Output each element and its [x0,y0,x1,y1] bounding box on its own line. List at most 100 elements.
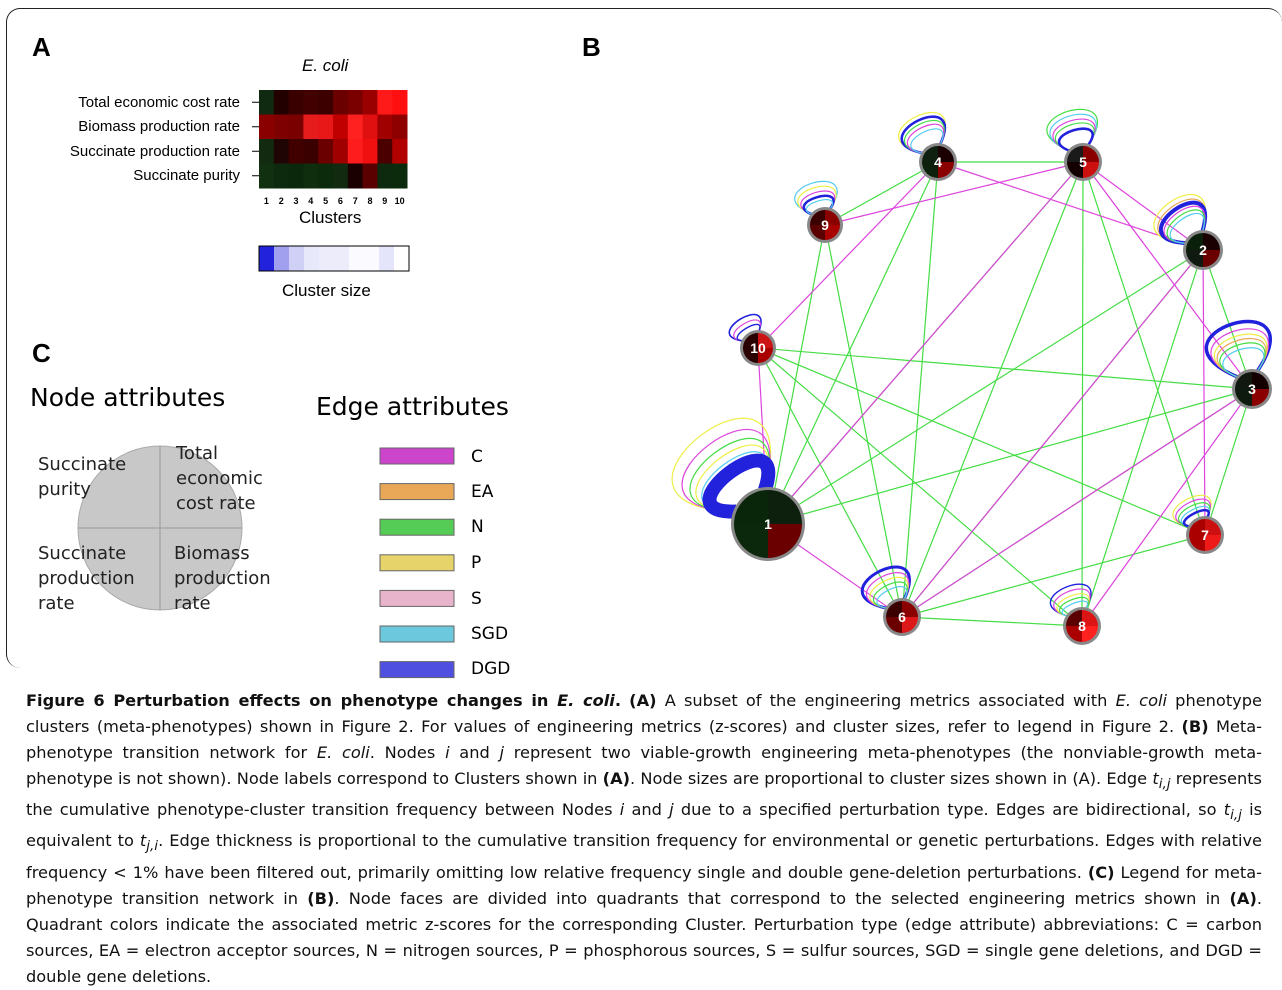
node-label: 8 [1078,618,1086,634]
network-edge [901,161,1084,618]
network-edge [1082,161,1253,390]
edge-legend-label-dgd: DGD [471,659,511,679]
heatmap-cell [362,90,378,115]
caption-b-text-7: is equivalent to [26,800,1263,851]
heatmap-cell [288,114,304,140]
heatmap-cell [333,163,349,189]
self-loop-edge [1061,600,1089,618]
caption-i-1: i [445,743,450,762]
caption-i-2: i [619,800,625,820]
heatmap-cell [288,139,304,164]
caption-b-text-4: . Node sizes are proportional to cluster… [630,769,1153,788]
network-edge [824,161,1084,226]
node-quadrant [1067,146,1083,162]
quadrant-bottom-right-line-2: production [174,568,271,589]
cluster-size-cell [259,246,275,271]
heatmap-cell [377,114,393,140]
network-edge [1202,249,1206,536]
self-loop-edge [1056,593,1090,618]
node-quadrant [1189,535,1205,551]
heatmap-cell [333,139,349,164]
self-loop-edge [733,319,761,342]
self-loop-edge [736,323,761,342]
figure-frame [6,8,1282,668]
heatmap-cell [288,90,304,115]
node-quadrant [902,617,918,633]
heatmap-row-label-4: Succinate purity [133,167,240,184]
node-quadrant [734,490,768,524]
network-edge [901,249,1204,618]
caption-a-text-2: phenotype clusters (meta-phenotypes) sho… [26,691,1262,736]
self-loop-edge [860,565,911,611]
node-label: 7 [1201,527,1209,543]
node-label: 4 [934,154,942,170]
heatmap-cell [303,139,319,164]
heatmap-cell [259,114,275,140]
heatmap-x-label: Clusters [299,208,362,227]
self-loop-edge [876,586,907,610]
cluster-number-label: 2 [279,196,284,206]
self-loop-edge [689,437,771,513]
caption-c-text-3: . Quadrant colors indicate the associate… [26,888,1262,986]
panel-a-letter: A [32,32,51,62]
heatmap-cell [377,90,393,115]
node-quadrant [1082,610,1098,626]
caption-b-text-5: represents the cumulative phenotype-clus… [26,769,1262,820]
caption-c-tag: (C) [1087,862,1115,882]
caption-b-text-2: . Nodes [369,743,446,762]
heatmap-row-label-2: Biomass production rate [78,118,240,135]
caption-a-tag: (A) [629,691,657,710]
cluster-number-label: 5 [323,196,328,206]
heatmap-cell [392,114,408,140]
node-quadrant [825,225,840,240]
node-quadrant [1082,626,1098,642]
caption-j-2: j [669,800,674,820]
caption-a-ref-1: (A) [602,769,630,788]
figure-caption: Figure 6 Perturbation effects on phenoty… [26,688,1262,990]
quadrant-top-right-line-2: economic [176,468,263,489]
self-loop-edge [1177,502,1211,528]
quadrant-bottom-left-line-3: rate [38,593,75,614]
node-quadrant [886,601,902,617]
heatmap-cell [318,139,334,164]
cluster-number-label: 3 [293,196,298,206]
self-loop-edge [1182,508,1210,528]
network-edge [767,161,939,525]
node-label: 9 [821,217,829,233]
caption-title-end: . [614,691,621,710]
self-loop-edge [702,453,776,519]
heatmap-cell [362,163,378,189]
cluster-number-label: 4 [308,196,313,206]
node-label: 1 [764,516,772,532]
node-quadrant [825,210,840,225]
heatmap-cell [333,90,349,115]
caption-t-1: t [1152,769,1159,788]
self-loop-edge [1046,108,1098,152]
cluster-size-cell [379,246,395,271]
transition-network: 1 2 3 4 5 6 7 8 9 10 [671,108,1272,645]
network-edge [901,616,1083,627]
heatmap-cell [377,163,393,189]
heatmap-cell [273,139,290,164]
heatmap-title: E. coli [302,56,349,75]
edge-legend-swatch [379,518,455,536]
heatmap-cell [273,163,290,189]
node-quadrant [810,210,825,225]
panel-b-letter: B [582,32,601,62]
edge-legend-label-s: S [471,589,482,609]
caption-t-2: t [1223,800,1231,820]
cluster-number-label: 6 [338,196,343,206]
caption-and-1: and [449,743,500,762]
quadrant-bottom-left-line-2: production [38,568,135,589]
caption-b-text-1: Meta-phenotype transition network for [26,717,1263,762]
node-quadrant [758,348,773,363]
caption-and-2: and [624,800,670,820]
caption-c-text-1: Legend for meta-phenotype transition net… [26,862,1262,908]
heatmap: 1 2 3 4 5 6 7 8 9 10 [252,90,408,206]
node-quadrant [1235,389,1252,406]
network-edge [1081,249,1204,627]
self-loop-edge [1169,212,1205,244]
node-quadrant [1252,389,1269,406]
node-quadrant [1189,519,1205,535]
node-label: 6 [898,609,906,625]
